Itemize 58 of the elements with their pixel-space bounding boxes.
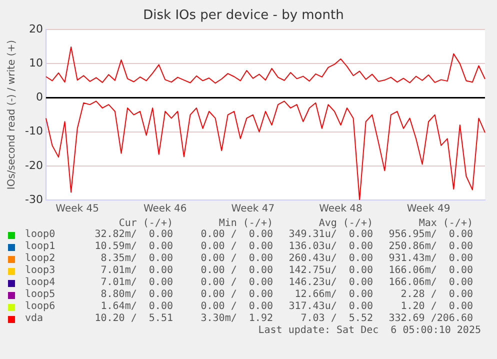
y-tick-label: -10	[25, 124, 43, 138]
legend-label: loop2	[25, 253, 56, 265]
text: 2.28 / 0.00	[400, 289, 473, 301]
text: 0.00 / 0.00	[200, 253, 273, 265]
text: 260.43u/ 0.00	[288, 253, 373, 265]
x-tick-label: Week 45	[56, 204, 99, 215]
text: 1.20 / 0.00	[400, 301, 473, 313]
text: 349.31u/ 0.00	[288, 229, 373, 241]
text: 166.06m/ 0.00	[388, 265, 473, 277]
legend-label: loop4	[25, 277, 56, 289]
legend-label: vda	[25, 313, 44, 325]
y-tick-label: -30	[25, 192, 43, 206]
legend-label: loop0	[25, 229, 56, 241]
text: 7.01m/ 0.00	[100, 265, 173, 277]
text: 0.00 / 0.00	[200, 289, 273, 301]
text: 317.43u/ 0.00	[288, 301, 373, 313]
x-tick-label: Week 47	[231, 204, 275, 215]
text: 250.86m/ 0.00	[388, 241, 473, 253]
text: 0.00 / 0.00	[200, 277, 273, 289]
text: 136.03u/ 0.00	[288, 241, 373, 253]
text: 7.03 / 5.52	[300, 313, 373, 325]
text: 0.00 / 0.00	[200, 301, 273, 313]
legend-label: loop3	[25, 265, 56, 277]
legend-label: loop1	[25, 241, 56, 253]
text: Max (-/+)	[418, 218, 473, 229]
text: 12.66m/ 0.00	[294, 289, 373, 301]
text: 0.00 / 0.00	[200, 265, 273, 277]
text: 32.82m/ 0.00	[94, 229, 173, 241]
text: 7.01m/ 0.00	[100, 277, 173, 289]
y-axis-title: IOs/second read (-) / write (+)	[6, 40, 18, 190]
text: Avg (-/+)	[318, 218, 373, 229]
text: 0.00 / 0.00	[200, 241, 273, 253]
text: Min (-/+)	[218, 218, 273, 229]
text: 8.80m/ 0.00	[100, 289, 173, 301]
text: 956.95m/ 0.00	[388, 229, 473, 241]
text: 3.30m/ 1.92	[200, 313, 273, 325]
text: 8.35m/ 0.00	[100, 253, 173, 265]
x-tick-label: Week 49	[406, 204, 450, 215]
x-tick-label: Week 46	[143, 204, 187, 215]
text: 166.06m/ 0.00	[388, 277, 473, 289]
y-tick-label: 0	[36, 90, 43, 104]
text: Cur (-/+)	[118, 218, 173, 229]
y-tick-label: 20	[28, 22, 43, 36]
text: 0.00 / 0.00	[200, 229, 273, 241]
y-tick-label: 10	[28, 56, 43, 70]
text: 142.75u/ 0.00	[288, 265, 373, 277]
text: Last update: Sat Dec 6 05:00:10 2025	[258, 325, 481, 336]
x-tick-label: Week 48	[319, 204, 362, 215]
legend-label: loop5	[25, 289, 56, 301]
text: 146.23u/ 0.00	[288, 277, 373, 289]
y-tick-label: -20	[25, 158, 43, 172]
text: 332.69 /206.60	[388, 313, 473, 325]
text: 1.64m/ 0.00	[100, 301, 173, 313]
chart-title: Disk IOs per device - by month	[143, 8, 344, 24]
text: 10.20 / 5.51	[94, 313, 173, 325]
text: 931.43m/ 0.00	[388, 253, 473, 265]
legend-label: loop6	[25, 301, 56, 313]
text: 10.59m/ 0.00	[94, 241, 173, 253]
